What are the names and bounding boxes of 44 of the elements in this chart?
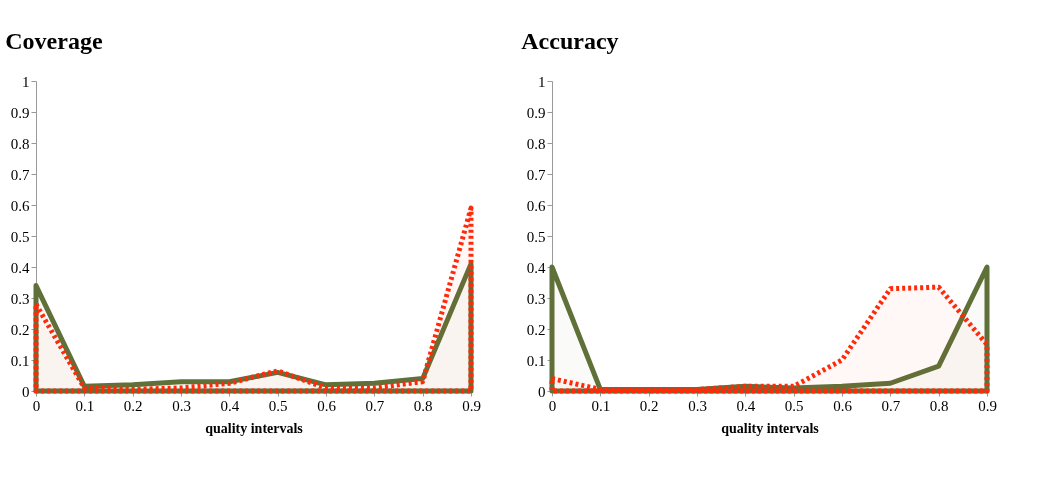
y-tick-label: 0.1: [10, 352, 30, 369]
x-tick-label: 0.8: [413, 397, 433, 414]
y-tick-label: 0.1: [526, 352, 546, 369]
x-tick-label: 0.5: [268, 397, 288, 414]
y-tick-label: 0.2: [526, 321, 546, 338]
x-tick-label: 0.3: [172, 397, 191, 414]
y-tick-label: 0.7: [526, 166, 546, 183]
y-tick-label: 0.4: [526, 259, 546, 276]
y-tick-label: 0.8: [526, 135, 546, 152]
x-tick-label: 0.7: [365, 397, 385, 414]
x-tick-label: 0.1: [75, 397, 95, 414]
y-tick-label: 0.2: [10, 321, 30, 338]
x-tick-label: 0.9: [462, 397, 481, 414]
y-tick-label: 0.5: [10, 228, 30, 245]
x-tick-label: 0.9: [978, 397, 997, 414]
x-tick-label: 0.1: [591, 397, 611, 414]
x-tick-label: 0.4: [220, 397, 240, 414]
x-tick-label: 0.5: [784, 397, 804, 414]
x-tick-label: 0.2: [639, 397, 659, 414]
y-tick-label: 0.8: [10, 135, 30, 152]
y-tick-label: 0.3: [526, 290, 546, 307]
x-tick-label: 0.8: [929, 397, 949, 414]
y-tick-label: 0.4: [10, 259, 30, 276]
x-axis-title: quality intervals: [721, 420, 820, 436]
y-tick-label: 0: [22, 383, 30, 400]
x-tick-label: 0.6: [317, 397, 337, 414]
y-tick-label: 0.9: [10, 104, 30, 121]
x-tick-label: 0.7: [881, 397, 901, 414]
y-tick-label: 0: [538, 383, 546, 400]
x-tick-label: 0.6: [833, 397, 853, 414]
y-tick-label: 0.7: [10, 166, 30, 183]
y-tick-label: 0.3: [10, 290, 30, 307]
y-tick-label: 0.5: [526, 228, 546, 245]
y-tick-label: 1: [22, 73, 30, 90]
y-tick-label: 0.9: [526, 104, 546, 121]
chart-title: Coverage: [5, 28, 103, 54]
y-tick-label: 1: [538, 73, 546, 90]
x-tick-label: 0.3: [688, 397, 707, 414]
x-axis-title: quality intervals: [205, 420, 304, 436]
x-tick-label: 0.2: [123, 397, 143, 414]
chart-title: Accuracy: [521, 28, 619, 54]
y-tick-label: 0.6: [526, 197, 546, 214]
y-tick-label: 0.6: [10, 197, 30, 214]
x-tick-label: 0.4: [736, 397, 756, 414]
